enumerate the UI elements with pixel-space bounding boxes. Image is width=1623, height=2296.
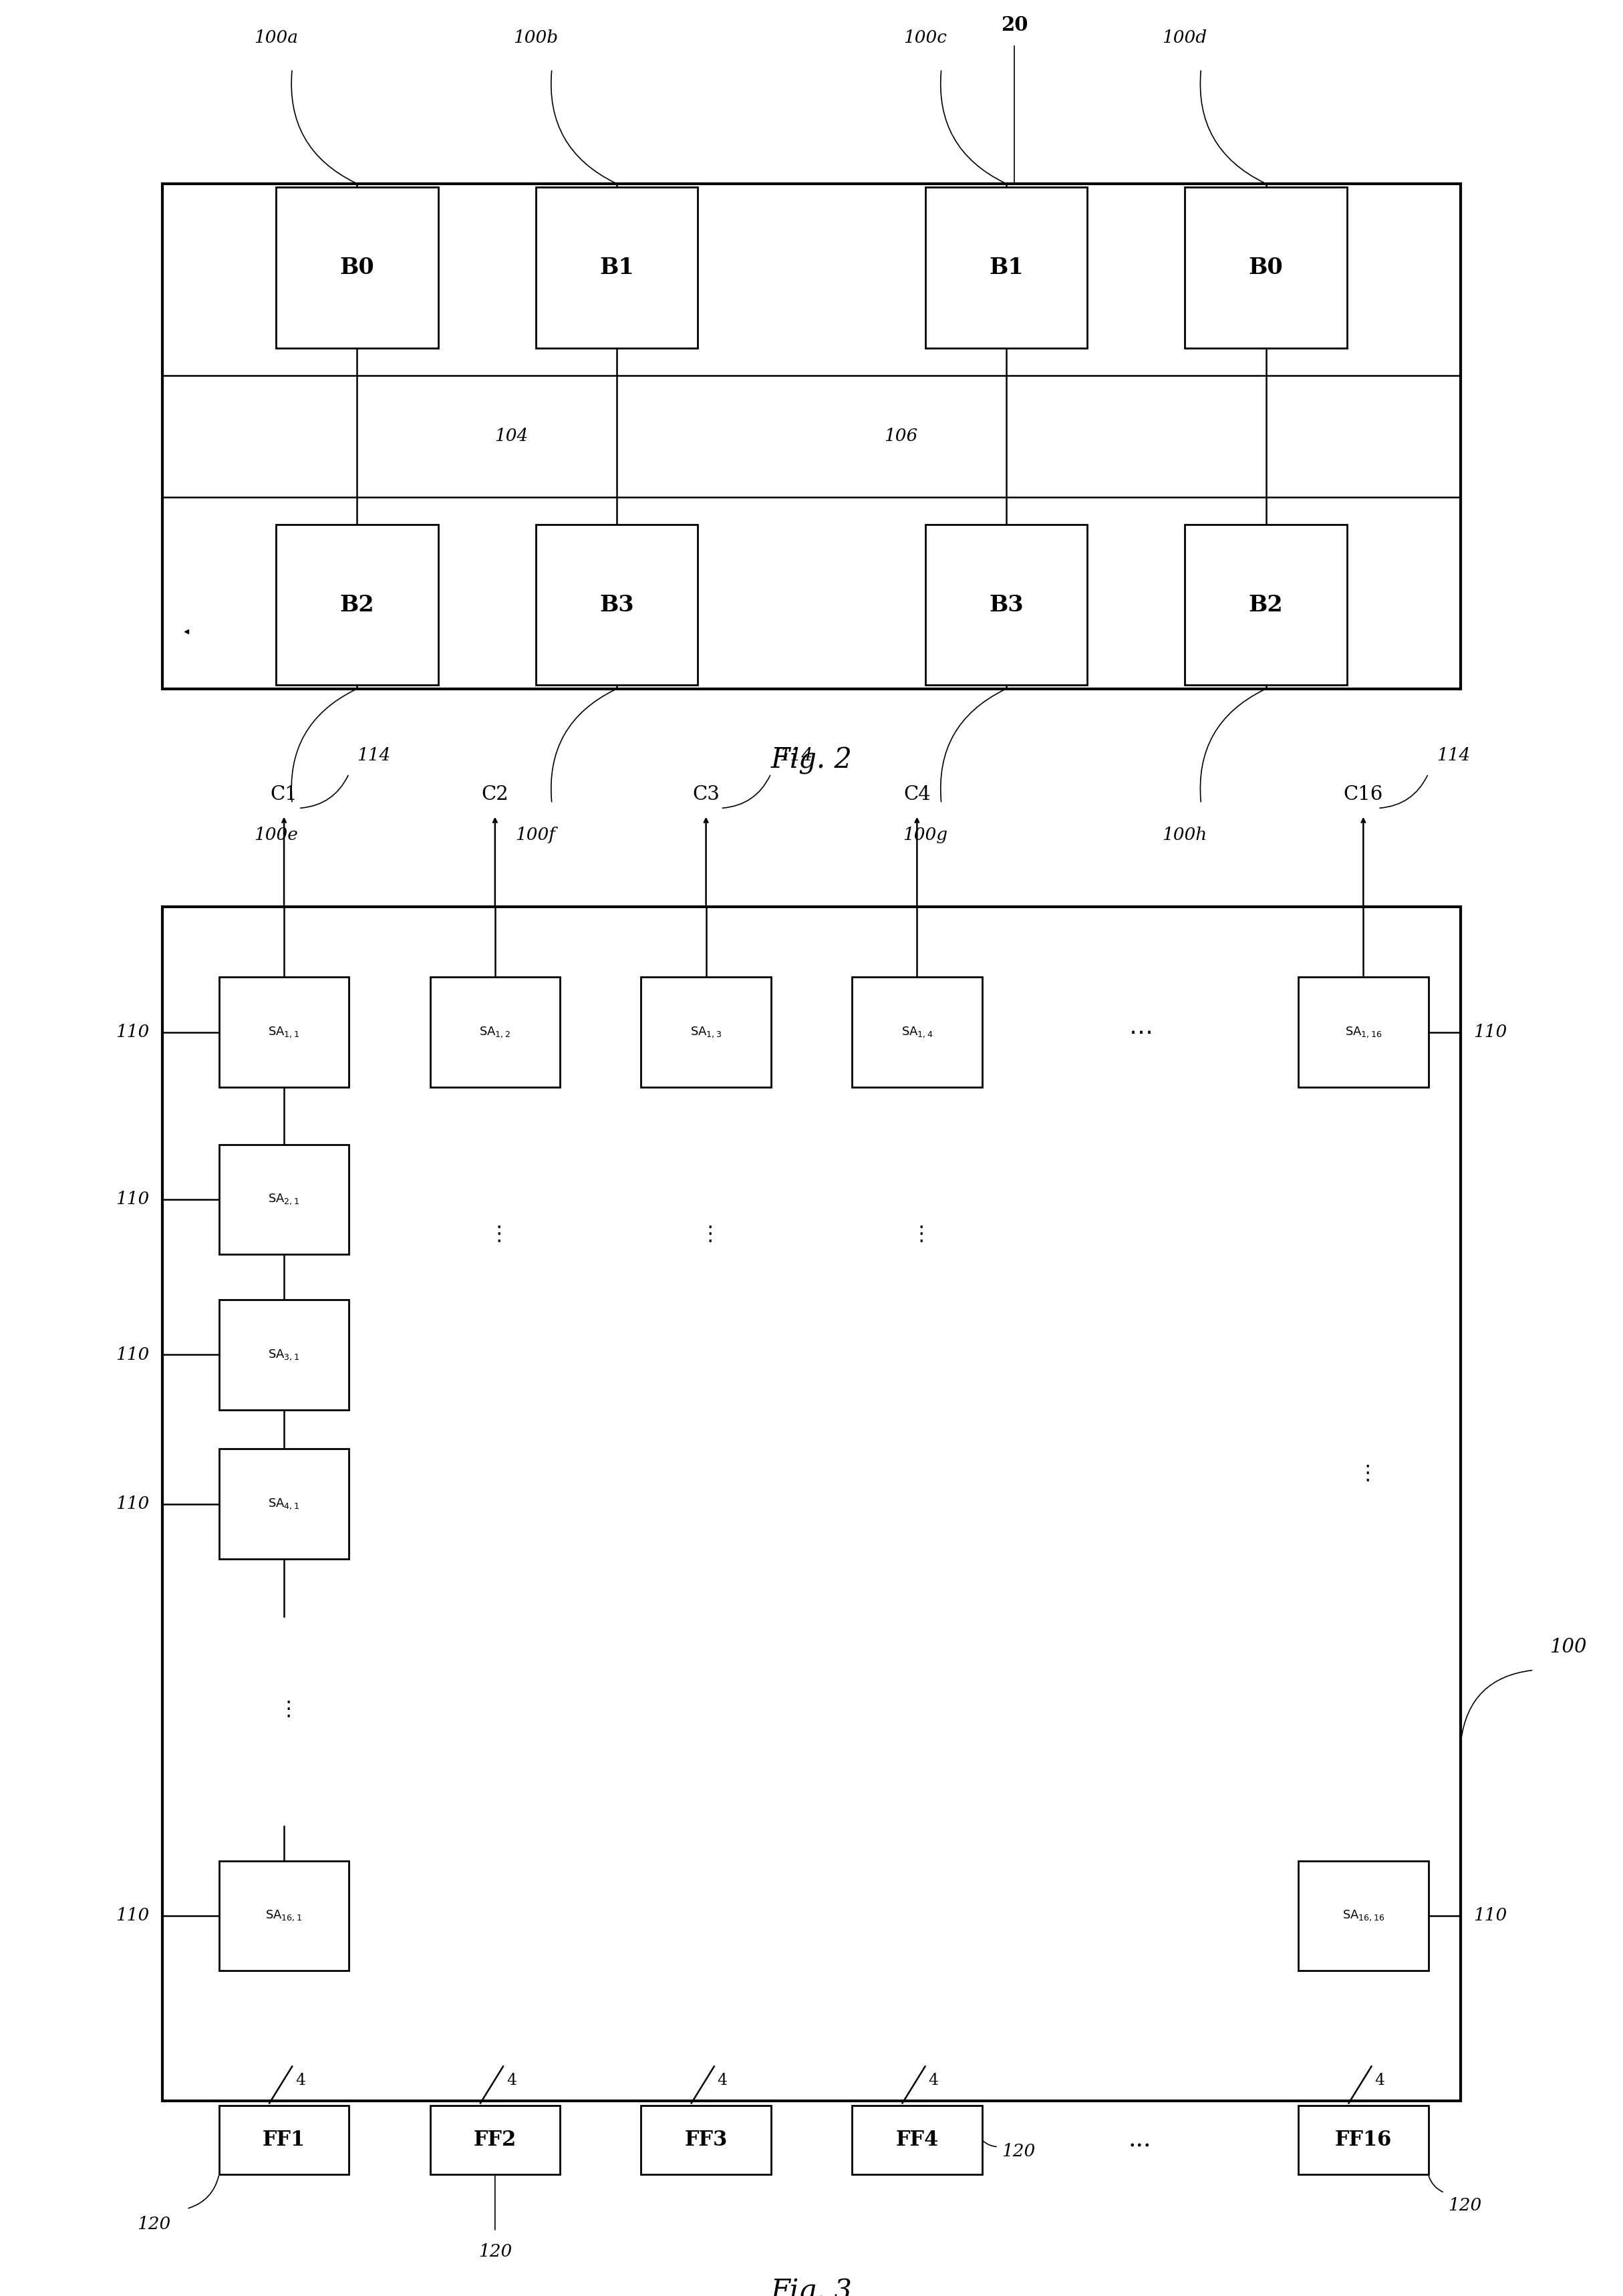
- Text: 110: 110: [1474, 1908, 1508, 1924]
- Text: B2: B2: [339, 595, 375, 615]
- Text: 20: 20: [1001, 16, 1027, 34]
- Text: B3: B3: [988, 595, 1024, 615]
- Bar: [219, 1300, 349, 1410]
- Bar: [536, 188, 698, 349]
- Text: Fig. 2: Fig. 2: [771, 746, 852, 774]
- Text: 110: 110: [1474, 1024, 1508, 1040]
- Text: 100: 100: [1550, 1637, 1587, 1655]
- Text: $\mathrm{SA}_{1,3}$: $\mathrm{SA}_{1,3}$: [690, 1026, 722, 1040]
- Text: $\mathrm{SA}_{4,1}$: $\mathrm{SA}_{4,1}$: [268, 1497, 300, 1511]
- Text: 120: 120: [136, 2216, 170, 2232]
- Text: $\mathrm{SA}_{1,4}$: $\mathrm{SA}_{1,4}$: [901, 1026, 933, 1040]
- Bar: [430, 978, 560, 1088]
- Text: FF16: FF16: [1334, 2128, 1393, 2151]
- Bar: [430, 2105, 560, 2174]
- Text: 110: 110: [115, 1495, 149, 1513]
- Text: B0: B0: [1248, 257, 1284, 278]
- Text: 100f: 100f: [516, 827, 555, 843]
- Bar: [276, 188, 438, 349]
- Text: $\mathrm{SA}_{1,1}$: $\mathrm{SA}_{1,1}$: [268, 1026, 300, 1040]
- Text: 4: 4: [1375, 2073, 1384, 2087]
- Bar: [925, 523, 1087, 684]
- Text: 100g: 100g: [902, 827, 948, 843]
- Bar: [276, 523, 438, 684]
- Text: 100a: 100a: [253, 30, 299, 46]
- Text: 100b: 100b: [513, 30, 558, 46]
- Text: 122: 122: [946, 2128, 977, 2144]
- Text: $\vdots$: $\vdots$: [278, 1699, 291, 1720]
- Text: C4: C4: [904, 785, 930, 804]
- Text: $\vdots$: $\vdots$: [489, 1224, 502, 1244]
- Bar: [536, 523, 698, 684]
- Bar: [1298, 978, 1428, 1088]
- Text: ...: ...: [1128, 2128, 1152, 2151]
- Bar: [1185, 523, 1347, 684]
- Text: 120: 120: [1001, 2142, 1035, 2161]
- Text: B1: B1: [988, 257, 1024, 278]
- Bar: [162, 907, 1461, 2101]
- Text: FF1: FF1: [263, 2128, 305, 2151]
- Text: $\mathrm{SA}_{16,1}$: $\mathrm{SA}_{16,1}$: [266, 1908, 302, 1922]
- Text: C16: C16: [1344, 785, 1383, 804]
- Text: 4: 4: [717, 2073, 727, 2087]
- Text: 100d: 100d: [1162, 30, 1208, 46]
- Text: C3: C3: [693, 785, 719, 804]
- Text: FF3: FF3: [685, 2128, 727, 2151]
- Text: FF4: FF4: [896, 2128, 938, 2151]
- Bar: [852, 978, 982, 1088]
- Text: $\cdots$: $\cdots$: [1130, 1022, 1151, 1045]
- Text: 4: 4: [506, 2073, 516, 2087]
- Text: $\mathrm{SA}_{2,1}$: $\mathrm{SA}_{2,1}$: [268, 1192, 300, 1205]
- Bar: [219, 2105, 349, 2174]
- Text: 100c: 100c: [904, 30, 946, 46]
- Bar: [641, 978, 771, 1088]
- Text: 100h: 100h: [1162, 827, 1208, 843]
- Text: 114: 114: [357, 746, 391, 765]
- Text: B1: B1: [599, 257, 635, 278]
- Bar: [925, 188, 1087, 349]
- Bar: [852, 2105, 982, 2174]
- Text: 100e: 100e: [253, 827, 299, 843]
- Text: B0: B0: [339, 257, 375, 278]
- Text: $\mathrm{SA}_{3,1}$: $\mathrm{SA}_{3,1}$: [268, 1348, 300, 1362]
- Text: Fig. 3: Fig. 3: [771, 2278, 852, 2296]
- Text: 110: 110: [115, 1192, 149, 1208]
- Bar: [219, 1449, 349, 1559]
- Bar: [641, 2105, 771, 2174]
- Text: $\mathrm{SA}_{1,2}$: $\mathrm{SA}_{1,2}$: [479, 1026, 511, 1040]
- Text: 114: 114: [779, 746, 813, 765]
- Bar: [1298, 2105, 1428, 2174]
- Text: $\mathrm{SA}_{1,16}$: $\mathrm{SA}_{1,16}$: [1345, 1026, 1381, 1040]
- Text: 104: 104: [495, 427, 527, 445]
- Text: 122: 122: [735, 2128, 766, 2144]
- Text: C2: C2: [482, 785, 508, 804]
- Text: $\vdots$: $\vdots$: [911, 1224, 923, 1244]
- Text: 122: 122: [524, 2128, 555, 2144]
- Text: 120: 120: [1448, 2197, 1482, 2213]
- Bar: [219, 1143, 349, 1254]
- Bar: [1185, 188, 1347, 349]
- Text: $\mathrm{SA}_{16,16}$: $\mathrm{SA}_{16,16}$: [1342, 1908, 1384, 1922]
- Text: 120: 120: [479, 2243, 511, 2259]
- Bar: [219, 1860, 349, 1970]
- Text: B2: B2: [1248, 595, 1284, 615]
- Text: $\vdots$: $\vdots$: [700, 1224, 712, 1244]
- Text: 110: 110: [115, 1345, 149, 1364]
- Text: 114: 114: [1436, 746, 1470, 765]
- Text: 110: 110: [115, 1908, 149, 1924]
- Bar: [162, 184, 1461, 689]
- Text: FF2: FF2: [474, 2128, 516, 2151]
- Text: 4: 4: [928, 2073, 938, 2087]
- Text: C1: C1: [271, 785, 297, 804]
- Text: 122: 122: [1393, 2128, 1423, 2144]
- Text: B3: B3: [599, 595, 635, 615]
- Text: $\vdots$: $\vdots$: [1357, 1463, 1370, 1486]
- Bar: [1298, 1860, 1428, 1970]
- Text: 110: 110: [115, 1024, 149, 1040]
- Text: 122: 122: [313, 2128, 344, 2144]
- Text: 4: 4: [295, 2073, 305, 2087]
- Bar: [219, 978, 349, 1088]
- Text: 106: 106: [885, 427, 917, 445]
